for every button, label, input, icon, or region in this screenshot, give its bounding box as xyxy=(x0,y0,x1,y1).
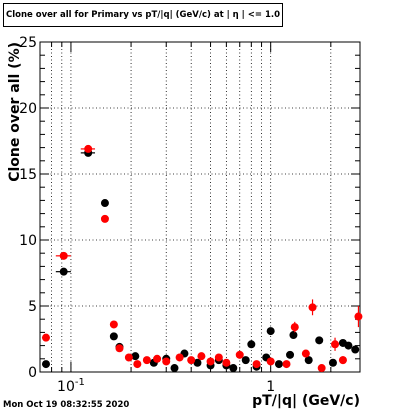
data-point xyxy=(109,332,118,341)
y-tick-label: 20 xyxy=(19,101,37,117)
data-point xyxy=(308,303,317,312)
data-point xyxy=(109,320,118,329)
data-point xyxy=(197,352,206,361)
chart-title: Clone over all for Primary vs pT/|q| (Ge… xyxy=(3,3,283,27)
data-point xyxy=(206,357,215,366)
data-point xyxy=(41,360,50,369)
data-point xyxy=(247,340,256,349)
data-point xyxy=(301,349,310,358)
data-point xyxy=(266,357,275,366)
data-point xyxy=(235,350,244,359)
x-tick-base: 10 xyxy=(57,379,75,395)
data-point xyxy=(241,356,250,365)
data-point xyxy=(162,357,171,366)
y-axis-label: Clone over all (%) xyxy=(7,42,23,182)
plot-frame xyxy=(39,41,361,373)
data-point xyxy=(153,354,162,363)
data-point xyxy=(229,364,238,373)
data-point xyxy=(286,350,295,359)
data-point xyxy=(351,345,360,354)
data-point xyxy=(289,331,298,340)
data-point xyxy=(100,199,109,208)
data-point xyxy=(100,214,109,223)
data-point xyxy=(328,358,337,367)
data-point xyxy=(142,356,151,365)
data-point xyxy=(41,333,50,342)
data-point xyxy=(133,360,142,369)
data-point xyxy=(282,360,291,369)
y-tick-label: 25 xyxy=(19,35,37,51)
x-tick-label: 1 xyxy=(266,379,275,395)
y-tick-label: 10 xyxy=(19,233,37,249)
data-point xyxy=(131,352,140,361)
data-point xyxy=(317,364,326,373)
data-point xyxy=(84,144,93,153)
data-point xyxy=(59,267,68,276)
data-point xyxy=(115,344,124,353)
y-tick-label: 0 xyxy=(28,365,37,381)
data-point xyxy=(266,327,275,336)
data-point xyxy=(252,360,261,369)
y-tick-label: 15 xyxy=(19,167,37,183)
data-point xyxy=(315,336,324,345)
timestamp: Mon Oct 19 08:32:55 2020 xyxy=(3,400,130,410)
data-point xyxy=(354,312,363,321)
data-point xyxy=(274,360,283,369)
x-tick-label: 10-1 xyxy=(57,377,85,395)
data-point xyxy=(175,353,184,362)
data-point xyxy=(124,353,133,362)
x-tick-exponent: -1 xyxy=(75,377,85,388)
data-point xyxy=(222,358,231,367)
data-point xyxy=(193,358,202,367)
data-point xyxy=(214,353,223,362)
data-point xyxy=(344,341,353,350)
data-point xyxy=(338,356,347,365)
data-point xyxy=(331,340,340,349)
x-tick-base: 1 xyxy=(266,379,275,395)
data-point xyxy=(170,364,179,373)
y-tick-label: 5 xyxy=(28,299,37,315)
data-point xyxy=(187,356,196,365)
data-point xyxy=(290,323,299,332)
data-point xyxy=(304,356,313,365)
data-point xyxy=(59,251,68,260)
x-axis-label: pT/|q| (GeV/c) xyxy=(252,393,360,409)
